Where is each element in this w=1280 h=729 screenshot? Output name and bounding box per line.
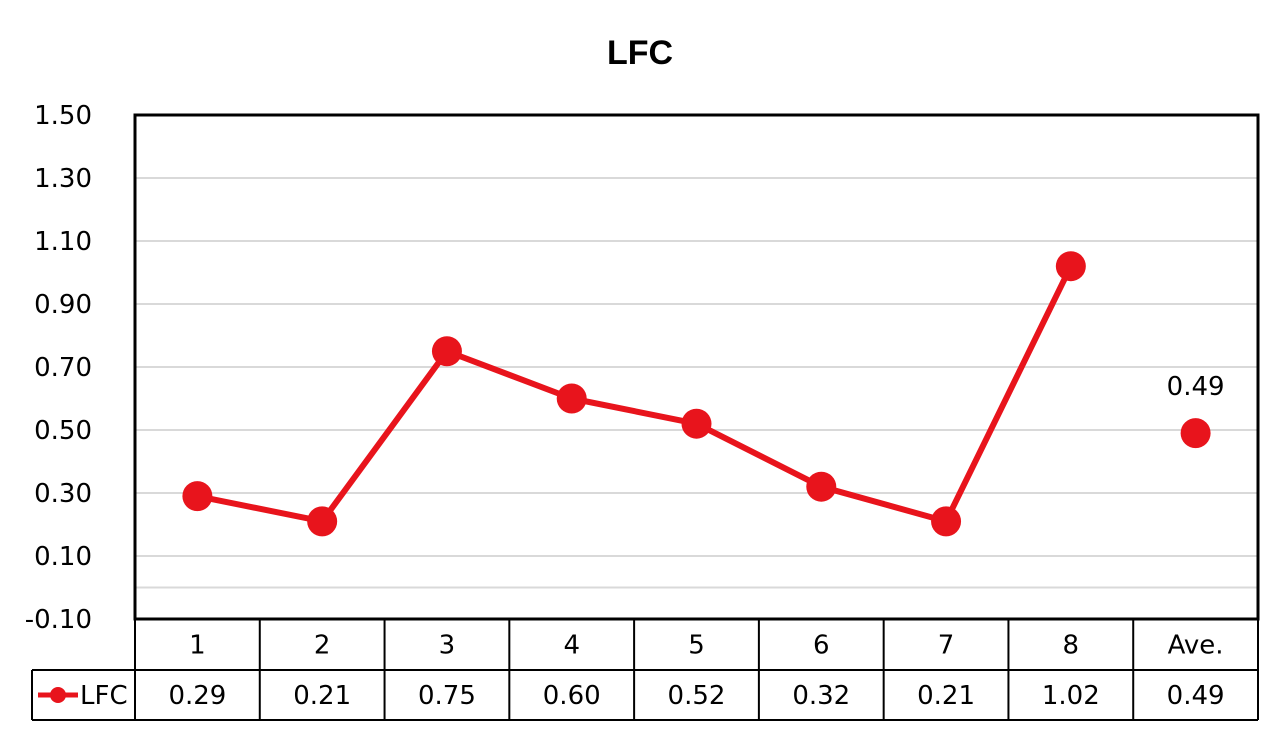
legend-marker <box>50 687 66 703</box>
data-point <box>931 506 962 537</box>
category-label: Ave. <box>1168 631 1224 661</box>
table-value: 0.32 <box>792 681 850 711</box>
table-value: 0.21 <box>293 681 351 711</box>
category-label: 7 <box>938 631 955 661</box>
y-tick-label: 0.90 <box>34 290 92 320</box>
y-tick-label: 0.10 <box>34 542 92 572</box>
data-point <box>182 481 213 512</box>
legend-label: LFC <box>80 681 128 711</box>
gridlines <box>135 177 1258 589</box>
y-axis-ticks: 1.50 1.30 1.10 0.90 0.70 0.50 0.30 0.10 -0.10 <box>25 101 92 635</box>
series-lfc: 0.49 <box>182 251 1225 537</box>
y-tick-label: 1.50 <box>34 101 92 131</box>
table-value: 0.52 <box>668 681 726 711</box>
table-value: 1.02 <box>1042 681 1100 711</box>
category-label: 1 <box>189 631 206 661</box>
category-label: 4 <box>563 631 580 661</box>
category-label: 5 <box>688 631 705 661</box>
y-tick-label: 1.10 <box>34 227 92 257</box>
chart-title: LFC <box>607 34 673 72</box>
table-value: 0.29 <box>168 681 226 711</box>
y-tick-label: 0.30 <box>34 479 92 509</box>
table-value: 0.49 <box>1167 681 1225 711</box>
data-point <box>556 383 587 414</box>
data-point <box>1055 251 1086 282</box>
y-tick-label: -0.10 <box>25 605 92 635</box>
table-value: 0.60 <box>543 681 601 711</box>
y-tick-label: 0.70 <box>34 353 92 383</box>
series-line <box>196 264 1074 525</box>
table-value: 0.21 <box>917 681 975 711</box>
data-point <box>307 506 338 537</box>
data-point <box>806 471 837 502</box>
y-tick-label: 0.50 <box>34 416 92 446</box>
data-point <box>681 408 712 439</box>
y-tick-label: 1.30 <box>34 164 92 194</box>
data-table: 1 2 3 4 5 6 7 8 Ave. 0.29 0.21 0.75 0.60 0.52 0.32 0.21… <box>31 619 1259 721</box>
category-label: 2 <box>314 631 331 661</box>
average-point <box>1180 418 1211 449</box>
category-label: 8 <box>1063 631 1080 661</box>
average-data-label: 0.49 <box>1167 372 1225 402</box>
data-point <box>431 336 462 367</box>
category-label: 6 <box>813 631 830 661</box>
table-value: 0.75 <box>418 681 476 711</box>
category-label: 3 <box>439 631 456 661</box>
plot-area-border <box>133 113 1260 621</box>
